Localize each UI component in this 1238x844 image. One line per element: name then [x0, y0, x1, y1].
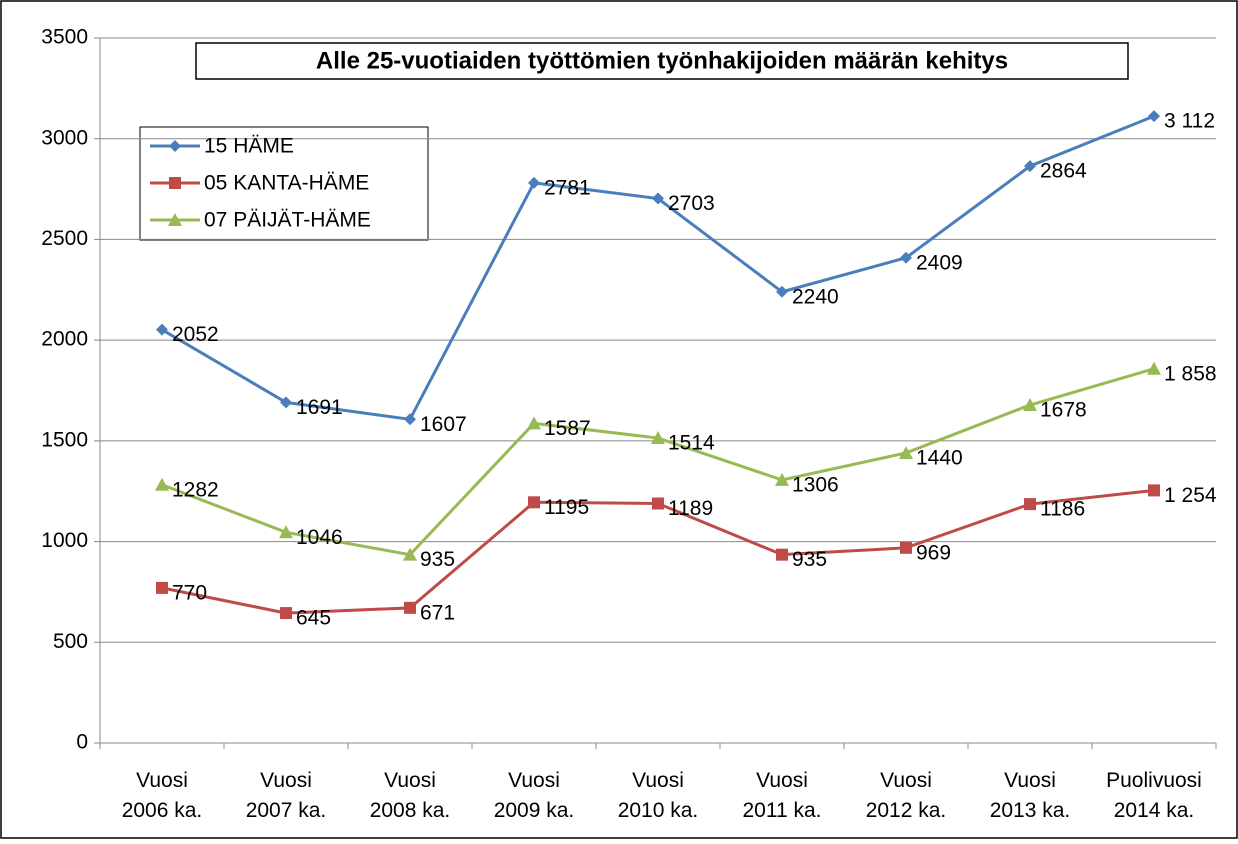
x-tick-label: Vuosi 2008 ka.: [370, 769, 451, 822]
marker: [652, 497, 664, 510]
data-label: 1587: [544, 417, 591, 440]
marker: [169, 140, 181, 152]
marker: [528, 176, 540, 189]
marker: [1148, 484, 1160, 497]
data-label: 1282: [172, 478, 219, 501]
data-label: 1691: [296, 396, 343, 419]
x-tick-label: Vuosi 2012 ka.: [866, 769, 947, 822]
marker: [899, 445, 913, 459]
data-label: 1 858: [1164, 362, 1217, 385]
marker: [155, 477, 169, 491]
legend-label: 05 KANTA-HÄME: [204, 172, 369, 195]
data-label: 969: [916, 541, 951, 564]
data-label: 1678: [1040, 399, 1087, 422]
y-tick-label: 1500: [41, 428, 88, 451]
marker: [404, 413, 416, 426]
marker: [156, 581, 168, 594]
y-tick-label: 1000: [41, 529, 88, 552]
marker: [528, 496, 540, 509]
data-label: 935: [792, 548, 827, 571]
marker: [776, 548, 788, 561]
marker: [776, 285, 788, 298]
data-label: 3 112: [1164, 110, 1215, 133]
y-tick-label: 2500: [41, 227, 88, 250]
x-tick-label: Vuosi 2006 ka.: [122, 769, 203, 822]
data-label: 1046: [296, 526, 343, 549]
chart-title: Alle 25-vuotiaiden työttömien työnhakijo…: [316, 47, 1008, 74]
marker: [404, 601, 416, 614]
marker: [651, 431, 665, 445]
x-tick-label: Puolivuosi 2014 ka.: [1106, 769, 1202, 822]
marker: [280, 396, 292, 409]
data-label: 935: [420, 548, 455, 571]
x-tick-label: Vuosi 2007 ka.: [246, 769, 327, 822]
y-tick-label: 3500: [41, 26, 88, 49]
data-label: 2052: [172, 323, 219, 346]
data-label: 2781: [544, 176, 591, 199]
marker: [156, 323, 168, 336]
data-label: 1189: [668, 497, 713, 520]
data-label: 1 254: [1164, 484, 1217, 507]
data-label: 1440: [916, 446, 963, 469]
data-label: 2703: [668, 192, 715, 215]
marker: [1024, 498, 1036, 511]
data-label: 2240: [792, 285, 839, 308]
marker: [1024, 160, 1036, 173]
legend-label: 07 PÄIJÄT-HÄME: [204, 209, 371, 232]
x-tick-label: Vuosi 2010 ka.: [618, 769, 699, 822]
y-tick-label: 500: [53, 630, 88, 653]
marker: [169, 177, 181, 189]
data-label: 1514: [668, 432, 715, 455]
data-label: 671: [420, 601, 455, 624]
y-tick-label: 2000: [41, 328, 88, 351]
y-tick-label: 3000: [41, 126, 88, 149]
marker: [527, 416, 541, 430]
data-label: 2864: [1040, 160, 1087, 183]
data-label: 645: [296, 607, 331, 630]
marker: [280, 607, 292, 620]
data-label: 2409: [916, 251, 963, 274]
legend-label: 15 HÄME: [204, 135, 294, 158]
x-tick-label: Vuosi 2011 ka.: [742, 769, 821, 822]
y-tick-label: 0: [76, 731, 88, 754]
data-label: 770: [172, 581, 207, 604]
marker: [900, 251, 912, 264]
data-label: 1607: [420, 413, 467, 436]
title-box: [195, 42, 1129, 80]
marker: [403, 547, 417, 561]
data-label: 1306: [792, 473, 839, 496]
data-label: 1195: [544, 496, 589, 519]
marker: [775, 472, 789, 486]
marker: [279, 525, 293, 539]
marker: [900, 541, 912, 554]
x-tick-label: Vuosi 2009 ka.: [494, 769, 575, 822]
marker: [652, 192, 664, 205]
x-tick-label: Vuosi 2013 ka.: [990, 769, 1071, 822]
marker: [1148, 110, 1160, 123]
marker: [1147, 361, 1161, 375]
marker: [168, 213, 182, 226]
marker: [1023, 398, 1037, 412]
data-label: 1186: [1040, 498, 1085, 521]
